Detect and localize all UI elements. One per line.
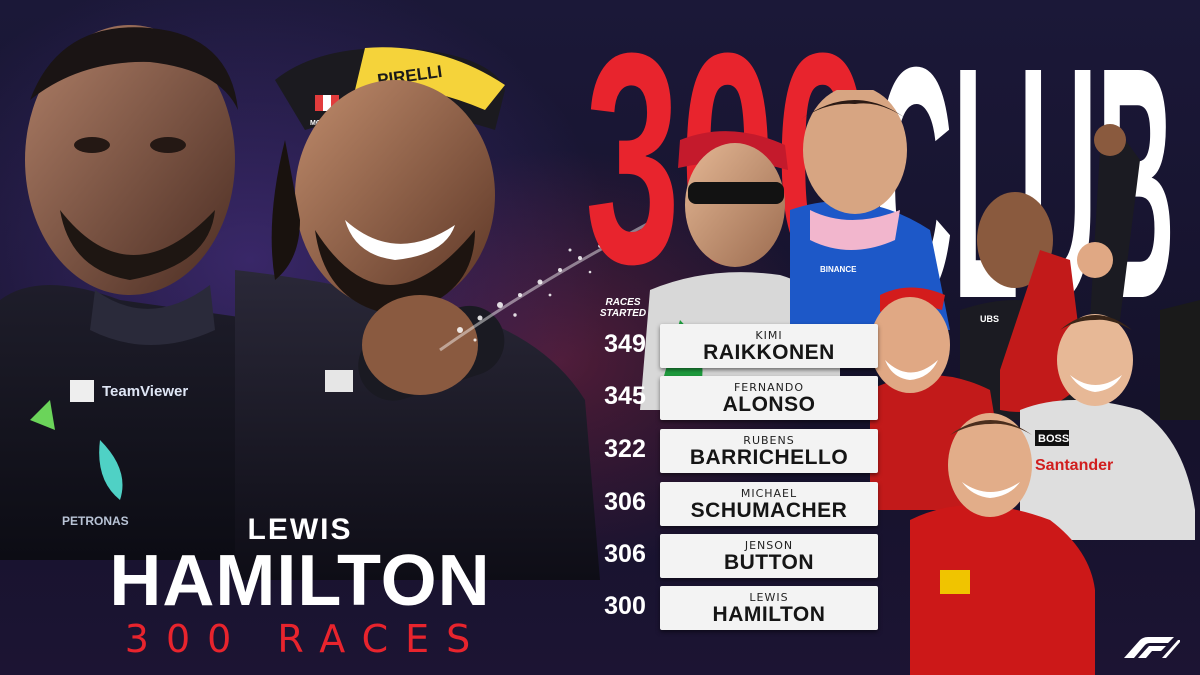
petronas-sponsor-text: PETRONAS: [62, 514, 129, 528]
race-count: 322: [604, 435, 646, 463]
driver-first-name: MICHAEL: [740, 487, 798, 500]
driver-name-box: FERNANDO ALONSO: [660, 376, 878, 420]
boss-sponsor-text: BOSS: [1038, 433, 1069, 445]
champagne-spray-graphic: [439, 218, 656, 352]
teamviewer-sponsor-text: TeamViewer: [102, 383, 188, 400]
race-count: 345: [604, 382, 646, 410]
race-count: 306: [604, 540, 646, 568]
driver-name-box: MICHAEL SCHUMACHER: [660, 482, 878, 526]
driver-name-box: JENSON BUTTON: [660, 534, 878, 578]
driver-last-name: ALONSO: [722, 393, 816, 416]
driver-name-box: LEWIS HAMILTON: [660, 586, 878, 630]
leaderboard-row: 306 JENSON BUTTON: [590, 532, 880, 580]
leaderboard-row: 349 KIMI RAIKKONEN: [590, 322, 880, 370]
santander-sponsor-text: Santander: [1035, 457, 1113, 474]
driver-first-name: JENSON: [744, 539, 794, 552]
races-started-header: RACES STARTED: [599, 297, 647, 319]
race-count: 349: [604, 330, 646, 358]
hero-subtitle: 300 RACES: [124, 617, 488, 661]
hamilton-celebration-photo: PIRELLI MONTREAL: [235, 47, 600, 580]
race-count: 300: [604, 592, 646, 620]
leaderboard-row: 322 RUBENS BARRICHELLO: [590, 427, 880, 475]
driver-first-name: FERNANDO: [733, 381, 805, 394]
leaderboard-row: 306 MICHAEL SCHUMACHER: [590, 480, 880, 528]
leaderboard-row: 300 LEWIS HAMILTON: [590, 584, 880, 632]
race-count: 306: [604, 488, 646, 516]
ubs-sponsor-text: UBS: [980, 314, 999, 324]
driver-first-name: KIMI: [755, 329, 783, 342]
driver-name-box: RUBENS BARRICHELLO: [660, 429, 878, 473]
driver-first-name: LEWIS: [749, 591, 789, 604]
hero-title-block: LEWIS HAMILTON 300 RACES: [40, 513, 560, 661]
driver-last-name: HAMILTON: [712, 603, 826, 626]
f1-logo-icon: [1124, 637, 1180, 658]
driver-first-name: RUBENS: [743, 434, 795, 447]
binance-sponsor-text: BINANCE: [820, 265, 857, 274]
driver-last-name: RAIKKONEN: [703, 341, 835, 364]
driver-last-name: BARRICHELLO: [689, 446, 849, 469]
driver-name-box: KIMI RAIKKONEN: [660, 324, 878, 368]
driver-last-name: BUTTON: [723, 551, 815, 574]
hero-first-name: LEWIS: [247, 513, 353, 546]
driver-last-name: SCHUMACHER: [690, 499, 848, 522]
leaderboard-row: 345 FERNANDO ALONSO: [590, 374, 880, 422]
hero-last-name: HAMILTON: [109, 541, 491, 621]
